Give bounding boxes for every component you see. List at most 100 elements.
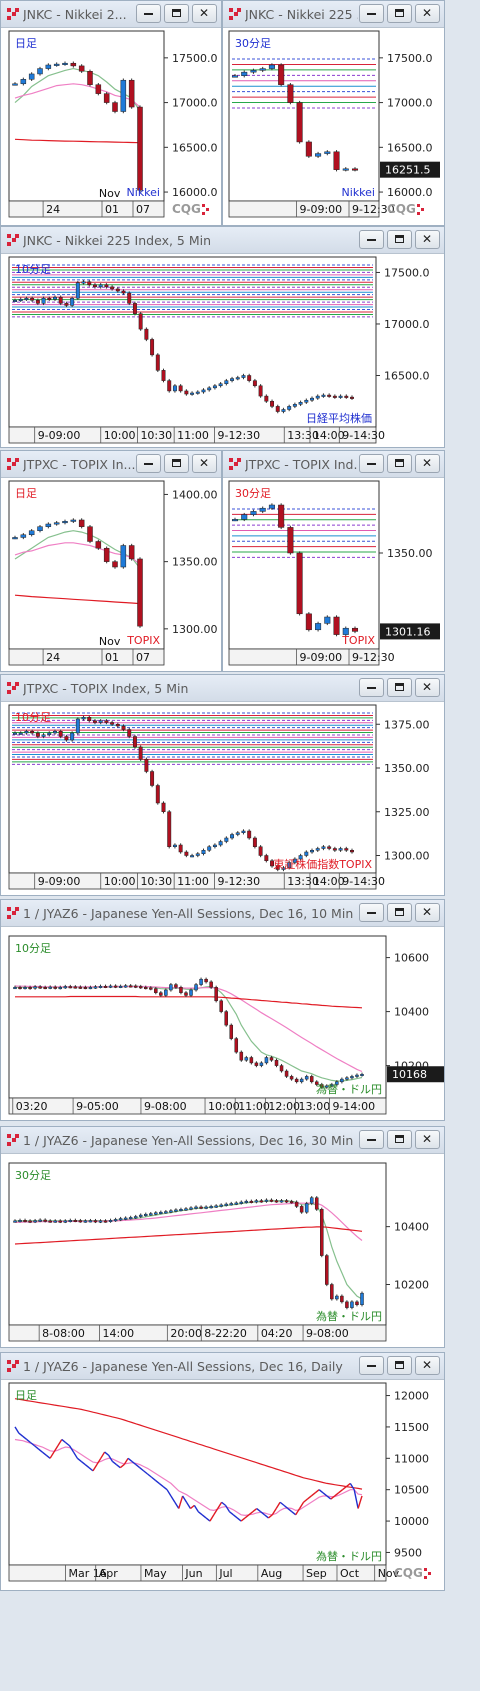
minimize-button[interactable] xyxy=(359,903,384,922)
instrument-label: 東証株価指数TOPIX xyxy=(273,857,372,871)
chart-canvas: 1350.00 9-09:00 9-12:30 30分足 TOPIX 1301.16 xyxy=(228,480,440,666)
candle-body xyxy=(304,1076,309,1080)
maximize-button[interactable] xyxy=(387,1130,412,1149)
price-segment xyxy=(299,1501,305,1509)
candle-body xyxy=(258,846,263,856)
chart-canvas: 17500.0 17000.0 16500.0 9-09:00 10:00 10:30 11… xyxy=(8,256,430,444)
candle-body xyxy=(93,986,98,989)
minimize-icon xyxy=(367,239,376,241)
price-segment xyxy=(182,1495,188,1503)
cqg-app-icon xyxy=(229,458,241,470)
x-tick-label: Oct xyxy=(340,1567,360,1580)
maximize-button[interactable] xyxy=(387,903,412,922)
minimize-button[interactable] xyxy=(359,678,384,697)
plot-area xyxy=(8,1382,387,1566)
candle-body xyxy=(118,985,123,988)
close-icon: ✕ xyxy=(199,6,210,20)
candle-body xyxy=(159,992,163,996)
x-tick-label: 9-12:30 xyxy=(352,651,395,664)
candle-body xyxy=(330,1284,334,1300)
maximize-button[interactable] xyxy=(387,678,412,697)
price-segment xyxy=(209,1514,215,1522)
candle-body xyxy=(324,616,331,624)
candle-body xyxy=(70,297,75,306)
y-tick-label: 16000.0 xyxy=(172,186,218,199)
candle-body xyxy=(172,385,177,392)
candle-body xyxy=(230,378,235,381)
window-controls: ✕ xyxy=(359,1356,440,1375)
candle-body xyxy=(68,1220,73,1223)
candle-body xyxy=(115,724,120,727)
price-segment xyxy=(57,1439,63,1447)
maximize-button[interactable] xyxy=(387,454,412,473)
candle-body xyxy=(321,394,326,397)
x-tick-label: 9-14:30 xyxy=(342,875,385,888)
y-tick-label: 16500.0 xyxy=(384,369,430,382)
window-title: JNKC - Nikkei 225 Index, 5 Min xyxy=(23,233,212,248)
close-button[interactable]: ✕ xyxy=(192,4,217,23)
minimize-button[interactable] xyxy=(359,454,384,473)
candle-body xyxy=(47,732,52,735)
price-segment xyxy=(151,1476,156,1481)
close-icon: ✕ xyxy=(422,232,433,246)
close-button[interactable]: ✕ xyxy=(415,230,440,249)
candle-body xyxy=(28,73,35,80)
x-tick-label: 13:30 xyxy=(287,875,319,888)
x-tick-label: Nov xyxy=(378,1567,400,1580)
candle-body xyxy=(155,354,160,371)
price-segment xyxy=(205,1517,211,1522)
candle-body xyxy=(344,848,349,851)
close-button[interactable]: ✕ xyxy=(415,4,440,23)
x-tick-label: 11:00 xyxy=(177,429,209,442)
x-tick-label: 12:00 xyxy=(268,1100,300,1113)
candle-body xyxy=(73,986,78,989)
close-button[interactable]: ✕ xyxy=(415,454,440,473)
candle-body xyxy=(252,380,257,387)
minimize-button[interactable] xyxy=(359,230,384,249)
candle-body xyxy=(305,141,312,157)
candle-body xyxy=(123,1217,128,1220)
candle-body xyxy=(219,1000,223,1012)
minimize-button[interactable] xyxy=(136,4,161,23)
candle-body xyxy=(219,1204,223,1207)
maximize-button[interactable] xyxy=(164,454,189,473)
price-segment xyxy=(37,1448,43,1453)
minimize-button[interactable] xyxy=(359,4,384,23)
close-button[interactable]: ✕ xyxy=(415,1356,440,1375)
price-segment xyxy=(80,1460,86,1466)
instrument-label: TOPIX xyxy=(341,634,375,647)
cqg-logo-dot xyxy=(428,1572,431,1575)
candle-body xyxy=(270,400,274,407)
close-button[interactable]: ✕ xyxy=(415,678,440,697)
candle-body xyxy=(95,84,102,94)
minimize-icon xyxy=(367,13,376,15)
candle-body xyxy=(87,717,92,721)
minimize-button[interactable] xyxy=(359,1130,384,1149)
candle-body xyxy=(287,406,292,410)
y-tick-label: 17000.0 xyxy=(387,97,433,110)
maximize-button[interactable] xyxy=(387,230,412,249)
price-segment xyxy=(228,1511,234,1516)
price-segment xyxy=(232,1514,238,1519)
close-button[interactable]: ✕ xyxy=(192,454,217,473)
maximize-button[interactable] xyxy=(164,4,189,23)
cqg-logo-dot xyxy=(421,208,424,211)
price-segment xyxy=(342,1486,347,1491)
candle-body xyxy=(103,1220,108,1223)
maximize-button[interactable] xyxy=(387,1356,412,1375)
candle-body xyxy=(218,841,223,846)
instrument-label: 日経平均株価 xyxy=(306,411,372,425)
instrument-label: 為替・ドル円 xyxy=(316,1309,382,1323)
close-button[interactable]: ✕ xyxy=(415,903,440,922)
moving-average-line xyxy=(15,1202,363,1241)
minimize-button[interactable] xyxy=(359,1356,384,1375)
candle-body xyxy=(310,850,314,853)
close-icon: ✕ xyxy=(422,1358,433,1372)
candle-body xyxy=(330,1084,334,1087)
maximize-button[interactable] xyxy=(387,4,412,23)
candle-body xyxy=(138,313,143,330)
candle-body xyxy=(138,1214,143,1217)
minimize-button[interactable] xyxy=(136,454,161,473)
close-button[interactable]: ✕ xyxy=(415,1130,440,1149)
candle-body xyxy=(284,1070,289,1077)
